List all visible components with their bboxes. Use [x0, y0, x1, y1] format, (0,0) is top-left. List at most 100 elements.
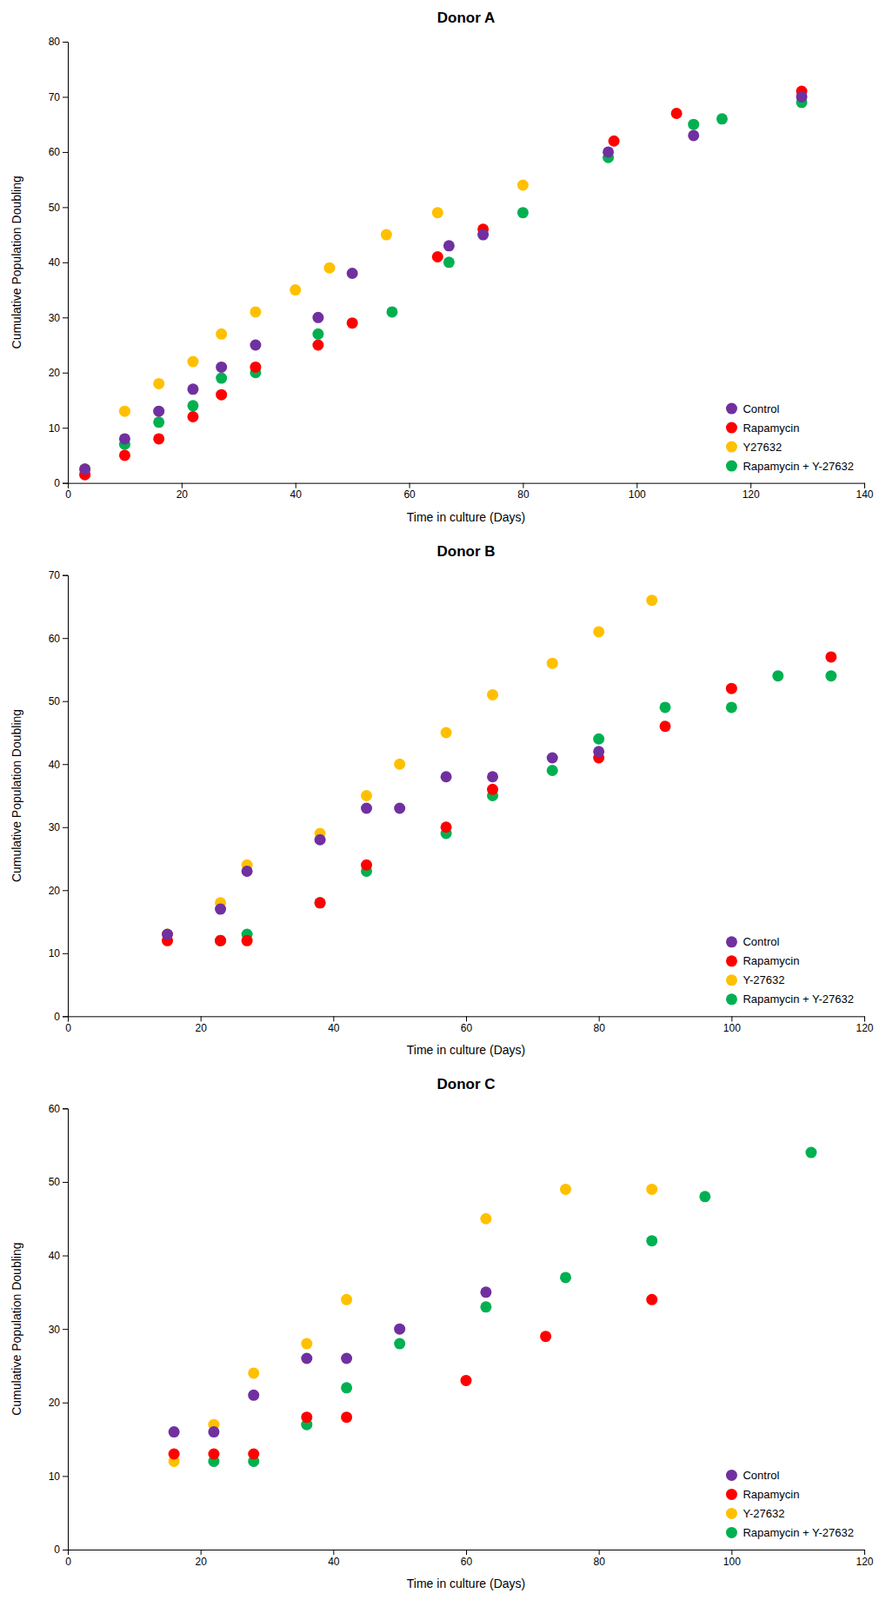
point — [79, 463, 91, 475]
series — [79, 86, 807, 481]
legend-marker — [726, 422, 738, 434]
y-tick-mark — [62, 41, 68, 43]
point — [486, 771, 499, 783]
legend-marker — [726, 974, 738, 986]
x-tick-mark — [731, 1550, 733, 1556]
x-tick: 40 — [327, 1550, 340, 1569]
y-tick-mark — [62, 262, 68, 264]
y-tick-mark — [62, 953, 68, 955]
legend-label: Rapamycin — [742, 1488, 800, 1502]
y-tick: 0 — [53, 477, 68, 490]
y-tick-mark — [62, 1329, 68, 1331]
point — [186, 399, 199, 412]
y-tick-mark — [62, 764, 68, 766]
y-tick: 20 — [48, 366, 68, 380]
x-tick-mark — [864, 1016, 866, 1022]
point — [312, 312, 324, 324]
y-tick: 20 — [48, 1397, 68, 1410]
legend: ControlRapamycinY-27632Rapamycin + Y-276… — [726, 1469, 854, 1540]
x-tick-label: 0 — [65, 1556, 72, 1569]
point — [608, 135, 620, 147]
point — [346, 267, 359, 280]
x-tick-label: 80 — [517, 488, 530, 501]
x-tick-label: 0 — [65, 488, 72, 501]
point — [592, 733, 605, 746]
y-tick-mark — [62, 206, 68, 208]
point — [486, 689, 499, 701]
point — [559, 1184, 572, 1196]
y-tick-label: 40 — [48, 759, 61, 772]
point — [393, 803, 406, 815]
point — [460, 1375, 473, 1387]
y-tick-mark — [62, 1550, 68, 1552]
y-tick-label: 40 — [48, 1250, 61, 1263]
point — [153, 416, 165, 428]
x-tick-mark — [599, 1550, 600, 1556]
point — [79, 463, 91, 475]
point — [646, 594, 658, 607]
y-tick-label: 20 — [48, 1397, 61, 1410]
legend: ControlRapamycinY27632Rapamycin + Y-2763… — [726, 402, 854, 473]
x-tick: 20 — [194, 1016, 207, 1035]
point — [340, 1382, 353, 1394]
legend-marker — [726, 1508, 738, 1520]
x-tick: 120 — [742, 483, 760, 502]
x-axis-line — [68, 1551, 866, 1557]
y-tick: 70 — [48, 569, 68, 582]
point — [380, 229, 393, 241]
point — [546, 752, 559, 764]
legend-marker — [726, 1489, 738, 1501]
legend-marker — [726, 441, 738, 453]
point — [168, 1426, 180, 1439]
x-tick: 60 — [460, 1016, 473, 1035]
x-tick: 140 — [855, 483, 873, 502]
point — [517, 206, 529, 219]
point — [386, 306, 398, 318]
point — [796, 91, 808, 103]
legend-label: Control — [742, 402, 780, 416]
x-tick-label: 100 — [723, 1022, 741, 1035]
y-axis-line — [62, 1109, 69, 1552]
x-tick-mark — [522, 483, 524, 489]
y-tick-mark — [62, 317, 68, 319]
point — [186, 356, 199, 368]
x-tick: 100 — [628, 483, 647, 502]
y-tick-label: 70 — [48, 91, 61, 104]
series — [168, 1184, 659, 1468]
x-tick-mark — [599, 1016, 600, 1022]
x-tick: 120 — [855, 1550, 873, 1569]
x-axis: 020406080100120 — [65, 1550, 874, 1569]
point — [646, 1235, 658, 1247]
legend-item: Rapamycin + Y-27632 — [726, 992, 854, 1006]
x-axis-line — [68, 1017, 866, 1023]
point — [186, 383, 199, 395]
legend-label: Control — [742, 935, 780, 949]
y-tick-mark — [62, 152, 68, 154]
point — [360, 859, 373, 872]
y-axis-title: Cumulative Population Doubling — [9, 1243, 24, 1417]
point — [360, 790, 373, 802]
legend-label: Y27632 — [742, 440, 782, 454]
point — [726, 683, 738, 695]
y-tick-mark — [62, 1256, 68, 1258]
x-tick-mark — [333, 1550, 334, 1556]
point — [479, 1286, 492, 1299]
point — [440, 771, 453, 783]
y-tick-label: 50 — [48, 1176, 61, 1189]
y-tick-label: 30 — [48, 821, 61, 834]
x-tick-mark — [636, 483, 638, 489]
y-tick: 50 — [48, 201, 68, 214]
x-tick-label: 80 — [592, 1022, 606, 1035]
legend-label: Rapamycin + Y-27632 — [742, 1526, 854, 1540]
point — [716, 113, 728, 125]
legend-item: Control — [726, 935, 780, 949]
point — [323, 262, 335, 274]
x-tick-label: 100 — [723, 1556, 741, 1569]
point — [671, 107, 683, 120]
legend-item: Rapamycin — [726, 954, 800, 968]
legend-marker — [726, 1470, 738, 1482]
legend-label: Rapamycin — [742, 421, 800, 435]
legend-label: Rapamycin + Y-27632 — [742, 992, 854, 1006]
point — [207, 1449, 220, 1461]
x-tick-label: 40 — [327, 1022, 340, 1035]
